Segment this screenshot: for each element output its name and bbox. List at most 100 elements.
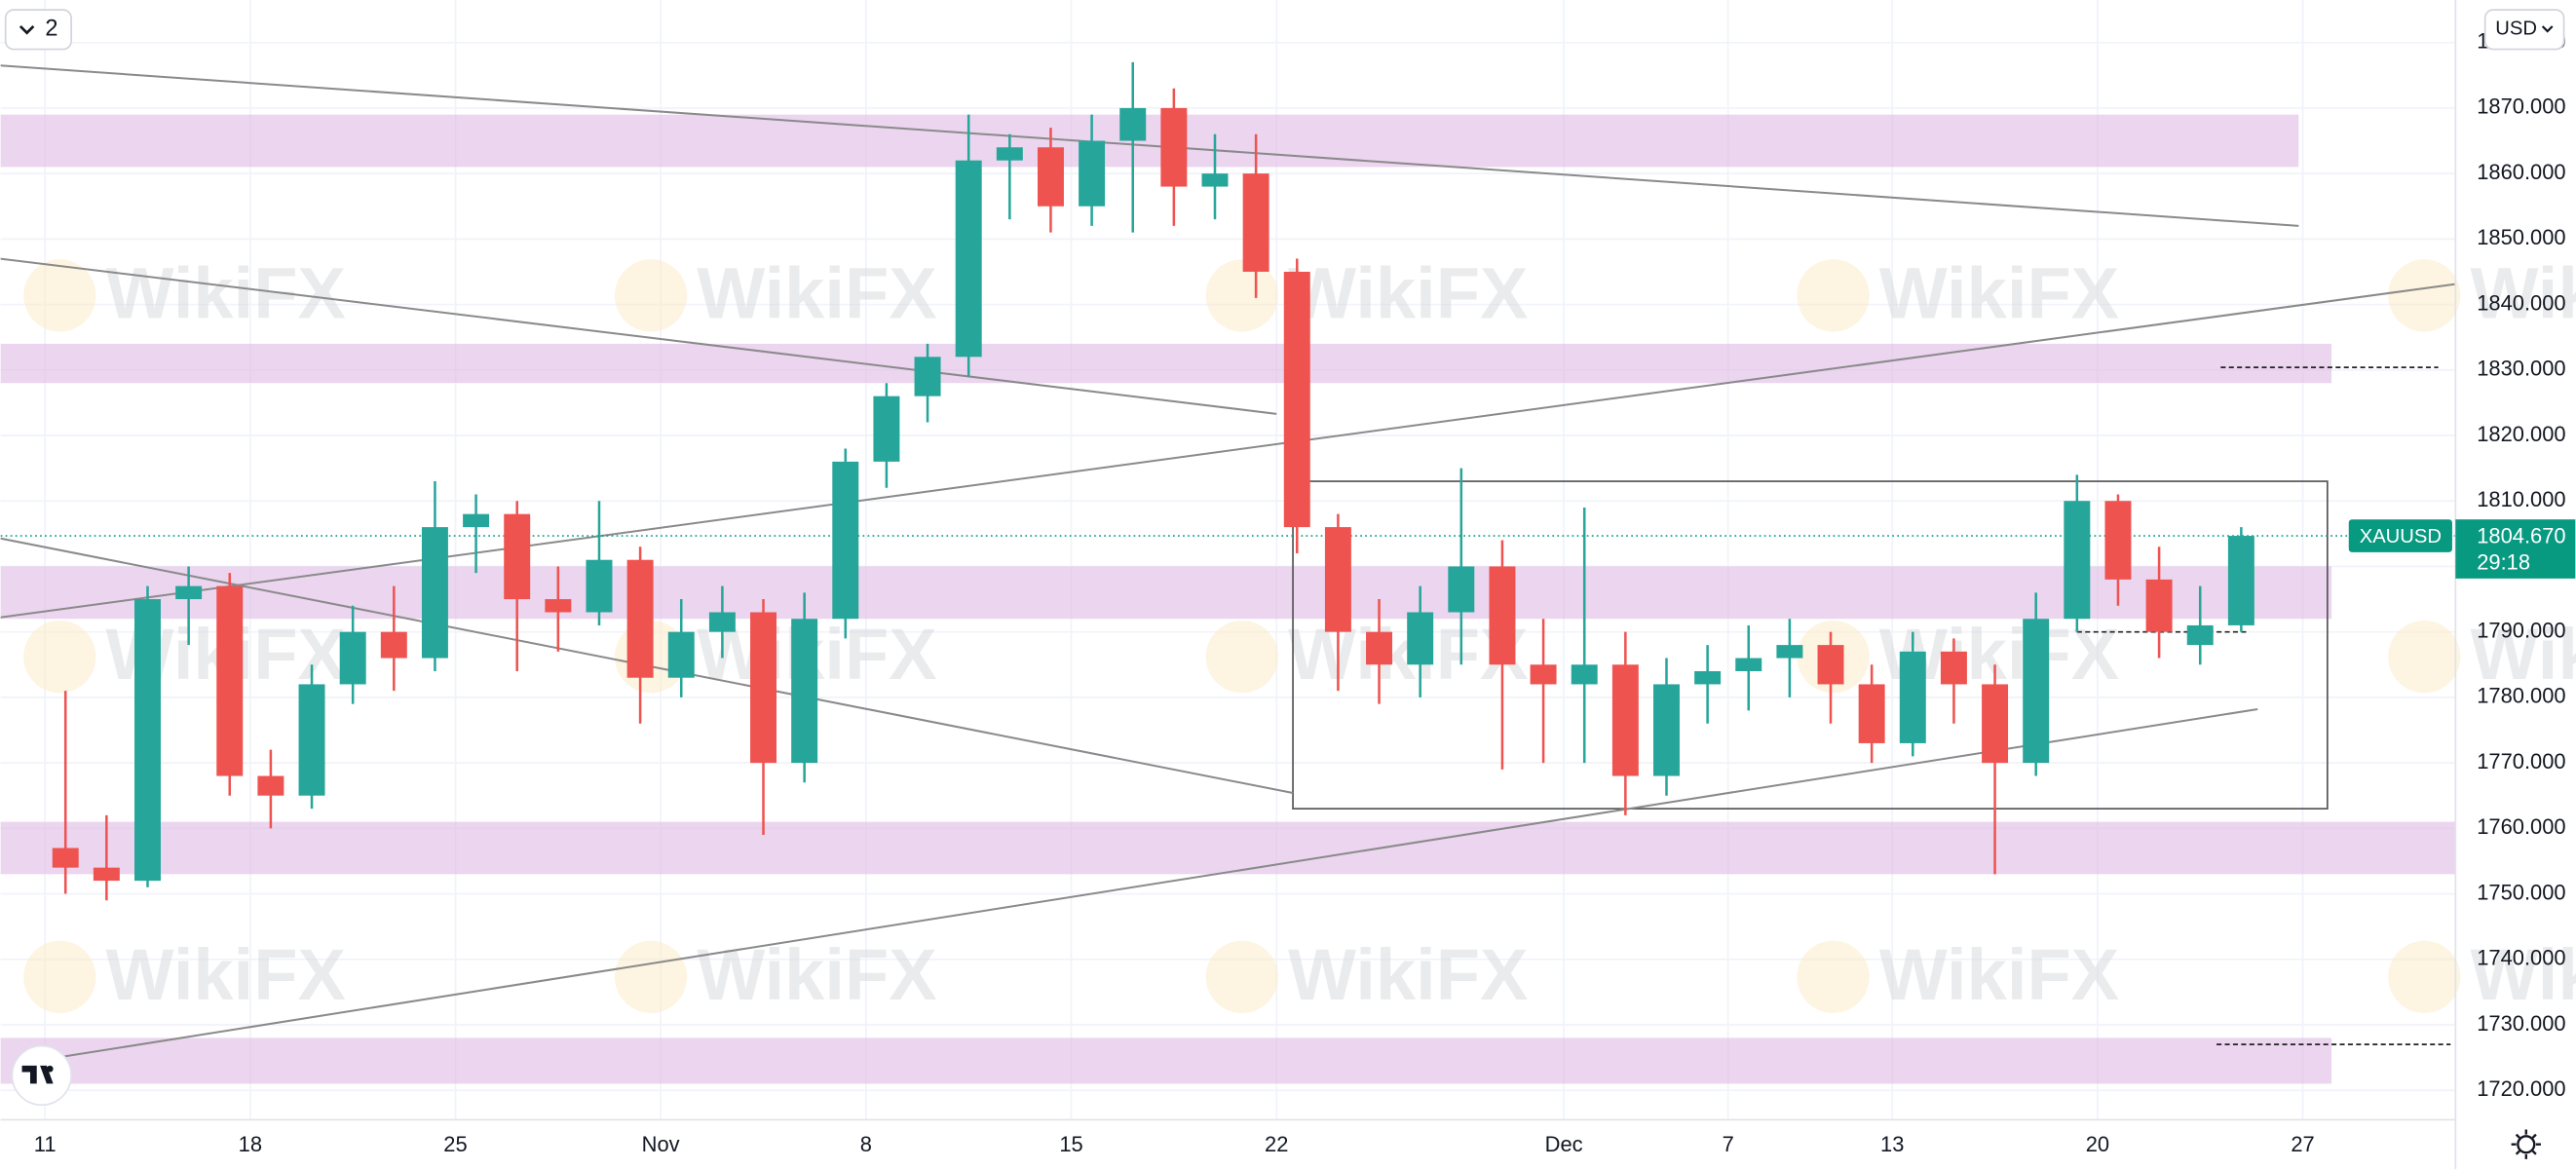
candle-body (1817, 645, 1844, 685)
candle-body (1530, 664, 1557, 685)
watermark-logo (1797, 940, 1870, 1013)
ui: 2 USD (4, 9, 2565, 1159)
logo-dot (46, 1065, 54, 1073)
range-box (1292, 480, 2329, 810)
x-tick-label: 18 (239, 1132, 262, 1156)
candle-body (996, 147, 1023, 161)
settings-icon[interactable] (2511, 1129, 2541, 1159)
x-tick-label: 25 (443, 1132, 467, 1156)
x-tick-label: 13 (1880, 1132, 1904, 1156)
watermark: WikiFX (106, 252, 347, 333)
candle-body (1160, 107, 1188, 187)
axes: 1720.000 1730.000 1740.000 1750.000 1760.000… (34, 28, 2576, 1156)
plot (0, 61, 2456, 1084)
x-tick-label: 15 (1059, 1132, 1082, 1156)
candle-body (1694, 670, 1722, 685)
candle-body (2023, 619, 2050, 764)
candle-body (1119, 107, 1147, 141)
watermark-logo (1797, 259, 1870, 332)
candle-body (1448, 566, 1475, 613)
x-tick-label: 11 (34, 1132, 57, 1156)
y-tick-label: 1740.000 (2477, 946, 2565, 970)
watermark-logo (1205, 621, 1278, 694)
watermark: WikiFX (2470, 614, 2576, 695)
candle-body (52, 848, 79, 868)
candle-body (1201, 173, 1229, 187)
candle-body (1858, 684, 1885, 743)
candle-body (175, 585, 203, 600)
price-tag (2455, 519, 2576, 579)
candle-body (2186, 624, 2214, 646)
chevron (19, 25, 35, 35)
candle-body (380, 631, 407, 659)
y-tick-label: 1730.000 (2477, 1011, 2565, 1036)
candle-body (2145, 579, 2173, 632)
x-tick-label: 22 (1265, 1132, 1288, 1156)
y-tick-label: 1830.000 (2477, 357, 2565, 381)
watermark-logo (614, 259, 688, 332)
candle-body (504, 513, 531, 600)
currency-button[interactable] (2483, 9, 2565, 51)
zone (0, 821, 2456, 875)
candle-body (955, 160, 982, 358)
candle-body (2227, 536, 2254, 625)
symbol-tag (2348, 519, 2452, 552)
x-tick-label: Nov (642, 1132, 680, 1156)
watermark-logo (1205, 259, 1278, 332)
price-label: 1804.670 (2477, 524, 2565, 548)
watermark-logo (614, 940, 688, 1013)
candle-body (1611, 664, 1639, 776)
x-tick-label: 8 (860, 1132, 872, 1156)
y-tick-label: 1870.000 (2477, 94, 2565, 119)
watermark-logo (23, 621, 96, 694)
trendline (0, 257, 1277, 415)
candle-body (1283, 271, 1310, 528)
candle-body (1899, 651, 1926, 743)
candle-body (914, 357, 941, 396)
x-tick-label: 27 (2291, 1132, 2314, 1156)
zone (0, 566, 2332, 620)
candle-body (2104, 501, 2132, 580)
countdown-label: 29:18 (2477, 549, 2530, 574)
candle-body (1653, 684, 1680, 776)
watermark-logo (23, 940, 96, 1013)
watermark: WikiFX (1288, 252, 1529, 333)
candle-body (93, 867, 120, 882)
y-tick-label: 1820.000 (2477, 422, 2565, 446)
interval-button[interactable] (4, 9, 72, 51)
candle-body (750, 612, 777, 764)
trendline (49, 707, 2258, 1060)
candle-body (2064, 501, 2091, 620)
trendline (0, 64, 2299, 227)
trendline (0, 283, 2455, 619)
currency-label: USD (2495, 19, 2537, 40)
x-tick-label: 7 (1723, 1132, 1734, 1156)
y-tick-label: 1780.000 (2477, 684, 2565, 708)
watermark: WikiFX (2470, 252, 2576, 333)
watermark-logo (2388, 940, 2461, 1013)
watermark-logo (2388, 621, 2461, 694)
y-tick-label: 1760.000 (2477, 814, 2565, 839)
watermark: WikiFX (697, 252, 937, 333)
candle-body (626, 559, 654, 678)
x-tick-label: Dec (1545, 1132, 1583, 1156)
y-tick-label: 1850.000 (2477, 225, 2565, 249)
gear (2517, 1135, 2536, 1154)
zone (0, 343, 2332, 384)
candle-body (1940, 651, 1967, 685)
candle-body (1324, 527, 1351, 632)
candle-body (791, 619, 818, 764)
candle-body (1735, 658, 1762, 671)
y-tick-label: 1840.000 (2477, 290, 2565, 315)
zone (0, 1037, 2332, 1084)
interval-label: 2 (45, 16, 57, 41)
watermark: WikiFX (2470, 934, 2576, 1015)
watermark-logo (23, 259, 96, 332)
logo-button[interactable] (11, 1044, 72, 1107)
candle-body (298, 684, 325, 796)
y-tick-label: 1810.000 (2477, 487, 2565, 511)
gear-rays (2511, 1129, 2541, 1159)
watermark: WikiFX (1879, 934, 2120, 1015)
candle-body (134, 599, 161, 882)
